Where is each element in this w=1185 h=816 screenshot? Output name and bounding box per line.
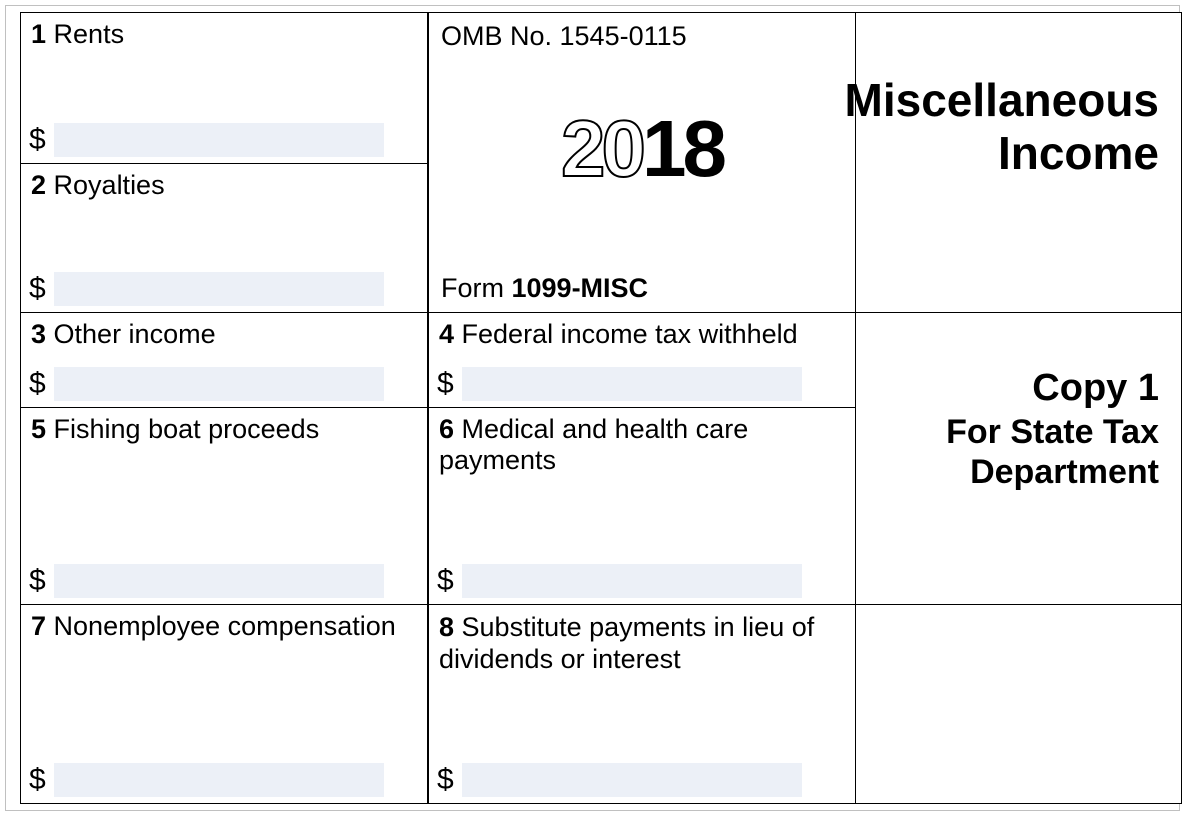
dollar-sign: $ (29, 564, 46, 598)
box-6-medical: 6 Medical and health care payments $ (428, 407, 856, 605)
box-2-amount[interactable] (54, 272, 384, 306)
box-4-amount[interactable] (462, 367, 802, 401)
form-header-cell: OMB No. 1545-0115 2018 Form 1099-MISC (428, 12, 856, 313)
box-2-royalties: 2 Royalties $ (20, 163, 428, 313)
box-4-fed-tax-withheld: 4 Federal income tax withheld $ (428, 312, 856, 408)
omb-number: OMB No. 1545-0115 (429, 13, 855, 60)
dollar-sign: $ (29, 123, 46, 157)
box-8-substitute-payments: 8 Substitute payments in lieu of dividen… (428, 604, 856, 804)
box-8-amount[interactable] (462, 763, 802, 797)
box-1-rents: 1 Rents $ (20, 12, 428, 164)
right-bottom-cell (856, 604, 1182, 804)
box-1-label: 1 Rents (21, 13, 427, 56)
dollar-sign: $ (29, 367, 46, 401)
box-5-fishing-boat: 5 Fishing boat proceeds $ (20, 407, 428, 605)
box-5-amount[interactable] (54, 564, 384, 598)
copy-info: Copy 1 For State Tax Department (946, 366, 1159, 493)
box-4-label: 4 Federal income tax withheld (429, 313, 855, 356)
box-7-amount[interactable] (54, 763, 384, 797)
tax-year: 2018 (429, 103, 855, 195)
dollar-sign: $ (437, 367, 454, 401)
dollar-sign: $ (29, 272, 46, 306)
box-6-amount[interactable] (462, 564, 802, 598)
box-5-label: 5 Fishing boat proceeds (21, 408, 427, 451)
box-8-label: 8 Substitute payments in lieu of dividen… (429, 605, 855, 682)
dollar-sign: $ (29, 763, 46, 797)
box-7-label: 7 Nonemployee compensation (21, 605, 427, 648)
box-3-amount[interactable] (54, 367, 384, 401)
box-7-nonemployee-comp: 7 Nonemployee compensation $ (20, 604, 428, 804)
box-1-amount[interactable] (54, 123, 384, 157)
form-1099-misc: 1 Rents $ 2 Royalties $ OMB No. 1545-011… (5, 5, 1180, 811)
box-3-other-income: 3 Other income $ (20, 312, 428, 408)
box-2-label: 2 Royalties (21, 164, 427, 207)
dollar-sign: $ (437, 763, 454, 797)
box-6-label: 6 Medical and health care payments (429, 408, 855, 482)
form-name: Form 1099-MISC (441, 273, 648, 304)
form-title: Miscellaneous Income (845, 74, 1159, 180)
dollar-sign: $ (437, 564, 454, 598)
box-3-label: 3 Other income (21, 313, 427, 356)
